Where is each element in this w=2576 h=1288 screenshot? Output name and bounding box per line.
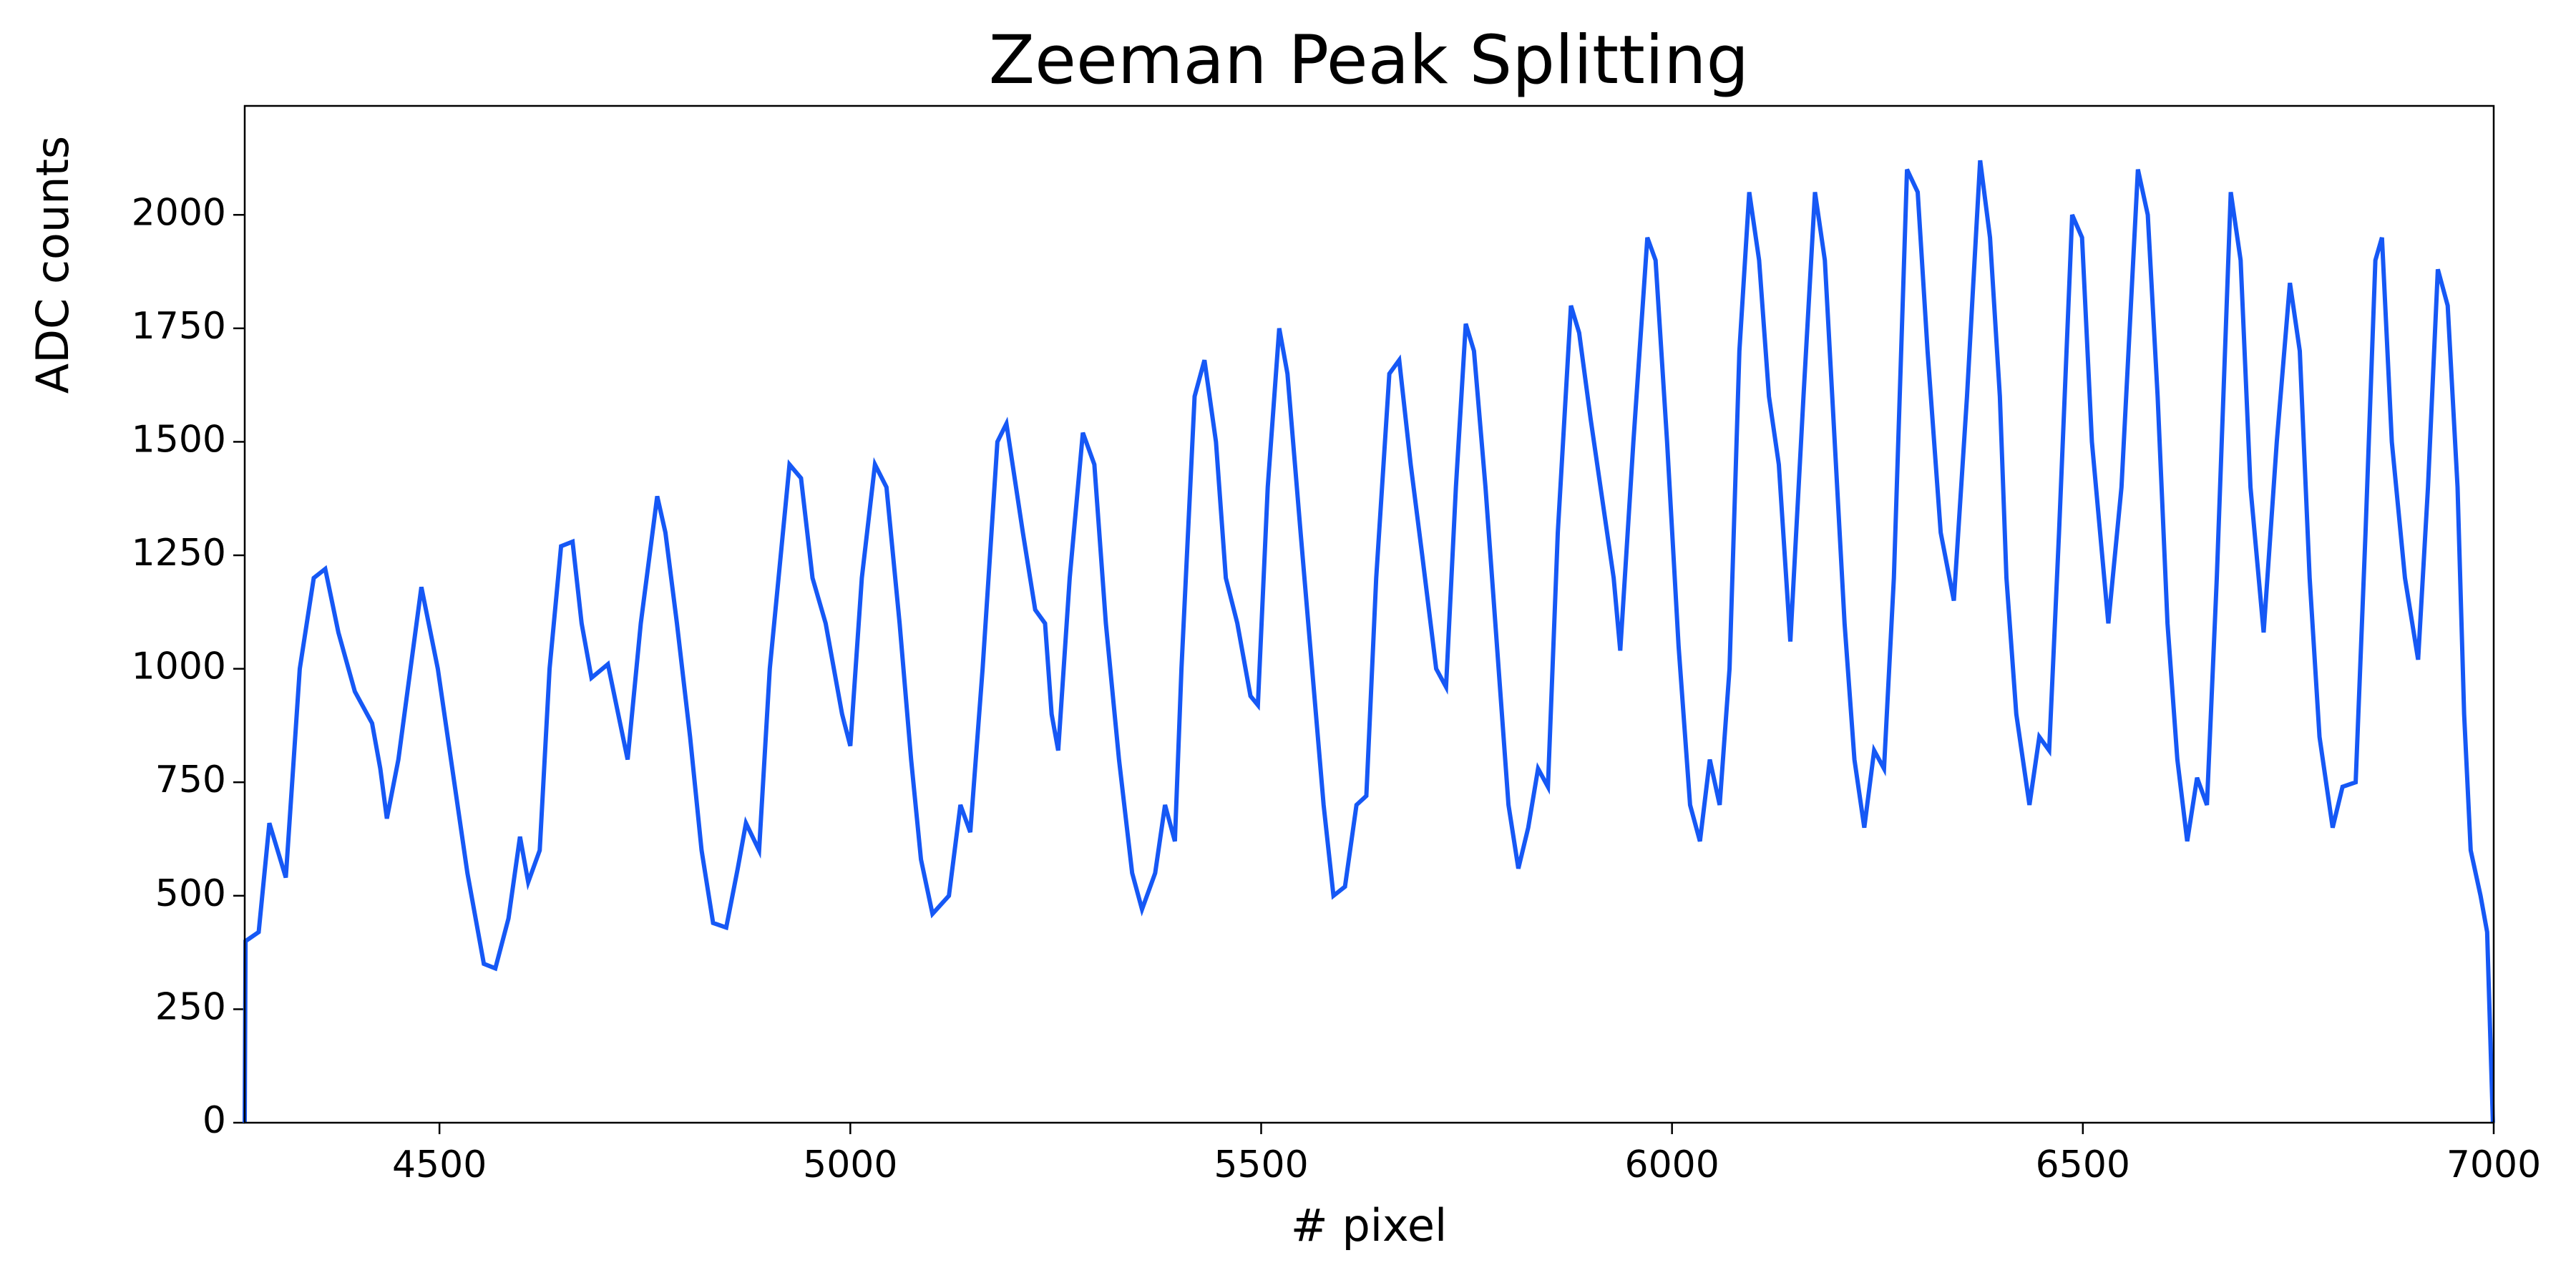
y-tick-label: 1250 [132, 532, 226, 575]
y-tick-label: 2000 [132, 191, 226, 234]
y-tick-label: 750 [155, 758, 226, 801]
x-tick-label: 6000 [1624, 1143, 1719, 1186]
y-tick-label: 500 [155, 872, 226, 915]
y-tick-label: 0 [203, 1099, 226, 1142]
x-tick-label: 7000 [2446, 1143, 2541, 1186]
x-axis-label: # pixel [1291, 1199, 1447, 1252]
x-tick-label: 5500 [1214, 1143, 1308, 1186]
y-tick-label: 250 [155, 985, 226, 1028]
data-line [243, 160, 2495, 1123]
x-tick-label: 4500 [392, 1143, 487, 1186]
x-tick-label: 5000 [803, 1143, 897, 1186]
y-axis-label: ADC counts [26, 136, 79, 394]
y-tick-label: 1000 [132, 645, 226, 688]
plot-frame [243, 104, 2495, 1124]
y-tick-label: 1500 [132, 418, 226, 461]
y-tick-label: 1750 [132, 305, 226, 348]
x-tick-label: 6500 [2036, 1143, 2130, 1186]
chart-title: Zeeman Peak Splitting [989, 21, 1749, 99]
